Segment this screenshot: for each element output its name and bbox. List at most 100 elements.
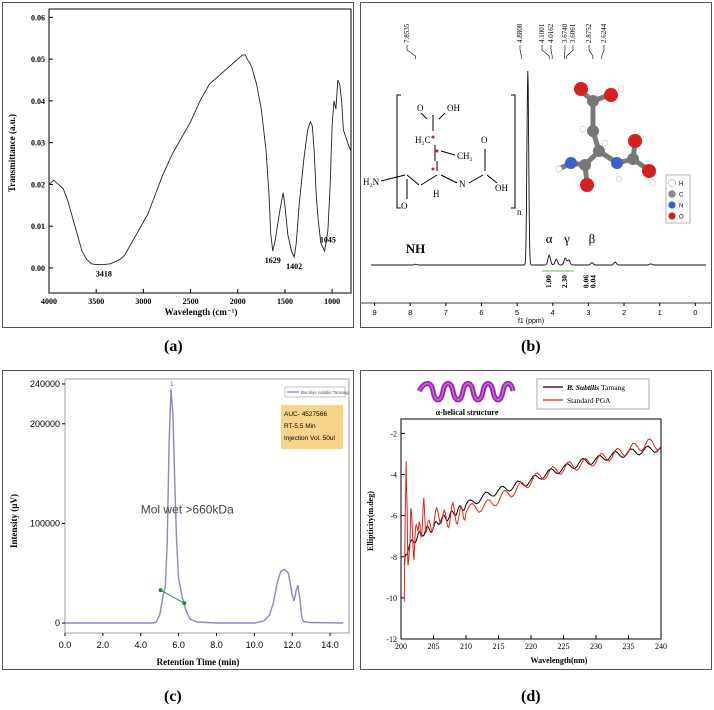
structure-label-n-repeat: n <box>517 207 522 217</box>
structure-label-oh-top: OH <box>447 103 460 113</box>
plot-frame <box>48 8 352 294</box>
x-tick-label: 6 <box>479 308 483 317</box>
panel-b-nmr: 7.8535 4.8808 4.1001 4.0162 3.6740 3.6061 2.87… <box>360 2 712 328</box>
x-tick-label: 225 <box>558 642 570 651</box>
x-axis-label: f1 (ppm) <box>518 318 544 325</box>
peak-annotation: 1629 <box>265 256 281 265</box>
peak-annotation: 3418 <box>96 270 112 279</box>
x-axis-label: Wavelength (cm⁻¹) <box>165 307 238 317</box>
x-tick-label: 1 <box>658 308 662 317</box>
y-tick-label: 240000 <box>30 379 60 389</box>
y-tick-label: -4 <box>390 471 397 480</box>
y-tick-label: -12 <box>386 635 397 644</box>
ball-stick-model <box>555 82 657 192</box>
x-tick-label: 230 <box>590 642 602 651</box>
integration-marker <box>158 588 163 593</box>
panel-c-gpc: 0.0 2.0 4.0 6.0 8.0 10.0 12.0 14.0 0 100000 200000… <box>2 370 354 670</box>
y-tick-label: 0.00 <box>31 264 45 273</box>
info-box: AUC- 4527566 RT-5.5 Min Injection Vol. 5… <box>281 405 343 449</box>
x-tick-label: 1500 <box>277 297 293 306</box>
panel-d-cd: 200 205 210 215 220 225 230 235 240 -12 -10 -8 -6 -4 -… <box>360 370 712 670</box>
region-label: α <box>546 231 553 246</box>
y-tick-label: 0.02 <box>31 180 45 189</box>
structure-label-oh-right: OH <box>495 183 508 193</box>
y-tick-label: 200000 <box>30 419 60 429</box>
info-box-auc: AUC- 4527566 <box>284 411 327 418</box>
legend-box: Bacillus subtilis Tamang <box>284 386 349 398</box>
legend-entry-standard-pga: Standard PGA <box>567 396 611 405</box>
peak-annotation: 1402 <box>286 262 302 271</box>
chart-a-svg: 4000 3500 3000 2500 2000 1500 1000 0.00 0.01 0.02… <box>7 8 352 317</box>
panel-label-d: (d) <box>521 688 541 705</box>
molecular-weight-annotation: Mol wet >660kDa <box>141 502 234 516</box>
y-axis-label: Ellipticity(m.deg) <box>366 491 375 551</box>
region-label: NH <box>406 241 426 256</box>
atom-legend-label: H <box>679 182 683 188</box>
x-tick-label: 2.0 <box>97 640 110 650</box>
y-axis-label: Transmittance (a.u.) <box>7 114 17 192</box>
y-tick-label: 0.03 <box>31 139 45 148</box>
x-tick-label: 240 <box>655 642 667 651</box>
y-tick-label: 0.01 <box>31 222 45 231</box>
x-tick-label: 7 <box>444 308 448 317</box>
integral-value: 0.06 <box>582 275 591 288</box>
alpha-helix-graphic <box>416 381 516 403</box>
ftir-spectrum-line <box>48 54 352 266</box>
y-tick-label: -6 <box>390 512 397 521</box>
peak-shift-label: 4.8808 <box>516 23 524 43</box>
x-tick-label: 2000 <box>230 297 246 306</box>
peak-shift-label: 7.8535 <box>403 23 411 43</box>
series-line-b-subtilis <box>403 445 662 566</box>
x-tick-label: 9 <box>372 308 376 317</box>
x-tick-label: 4.0 <box>134 640 147 650</box>
peak-shift-label: 3.6061 <box>569 23 577 43</box>
x-tick-label: 0 <box>693 308 697 317</box>
x-tick-label: 3 <box>586 308 590 317</box>
nmr-spectrum-line <box>371 70 706 266</box>
peak-shift-label: 2.8752 <box>585 23 593 43</box>
x-tick-label: 8.0 <box>210 640 223 650</box>
x-tick-label: 3000 <box>135 297 151 306</box>
chart-d-svg: 200 205 210 215 220 225 230 235 240 -12 -10 -8 -6 -4 -… <box>366 378 667 665</box>
structure-label-ch2: CH₂ <box>457 151 473 161</box>
x-tick-label: 4000 <box>41 297 57 306</box>
x-tick-label: 10.0 <box>246 640 264 650</box>
legend-entry-b-subtilis: B. Subtilis Tamang <box>566 383 625 392</box>
x-tick-label: 235 <box>623 642 635 651</box>
legend-entry: Bacillus subtilis Tamang <box>301 390 349 395</box>
integration-marker <box>182 601 187 606</box>
structure-label-o-right: O <box>481 135 488 145</box>
structure-label-o-top: O <box>417 103 424 113</box>
structure-label-h: H <box>433 189 440 199</box>
legend: B. Subtilis Tamang Standard PGA <box>536 378 650 410</box>
plot-frame <box>400 418 662 640</box>
x-tick-label: 1000 <box>324 297 340 306</box>
x-tick-label: 2500 <box>183 297 199 306</box>
panel-label-b: (b) <box>521 338 541 355</box>
structure-label-h2c: H₂C <box>415 135 431 145</box>
x-tick-label: 2 <box>622 308 626 317</box>
y-tick-label: 0.06 <box>31 13 45 22</box>
atom-legend-label: N <box>679 204 683 210</box>
atom-legend-label: C <box>679 193 684 199</box>
peak-shift-label: 3.6740 <box>561 23 569 43</box>
region-label: β <box>589 231 596 246</box>
x-axis-label: Retention Time (min) <box>157 657 240 667</box>
x-tick-label: 210 <box>460 642 472 651</box>
series-line-standard-pga <box>403 438 662 602</box>
helix-annotation: α-helical structure <box>436 408 499 417</box>
info-box-injection: Injection Vol. 50ul <box>284 435 336 442</box>
y-tick-label: -10 <box>386 594 397 603</box>
x-axis-label: Wavelength(nm) <box>531 656 588 665</box>
x-tick-label: 4 <box>551 308 555 317</box>
y-axis-label: Intensity (µV) <box>9 494 19 548</box>
atom-legend-label: O <box>679 215 684 221</box>
region-label: γ <box>563 231 570 246</box>
x-tick-label: 220 <box>525 642 537 651</box>
structure-label-o-bottom: O <box>401 201 408 211</box>
y-tick-label: -2 <box>390 429 397 438</box>
structure-label-n: N <box>459 179 466 189</box>
x-tick-label: 6.0 <box>172 640 185 650</box>
gpc-chromatogram-line <box>65 388 344 624</box>
